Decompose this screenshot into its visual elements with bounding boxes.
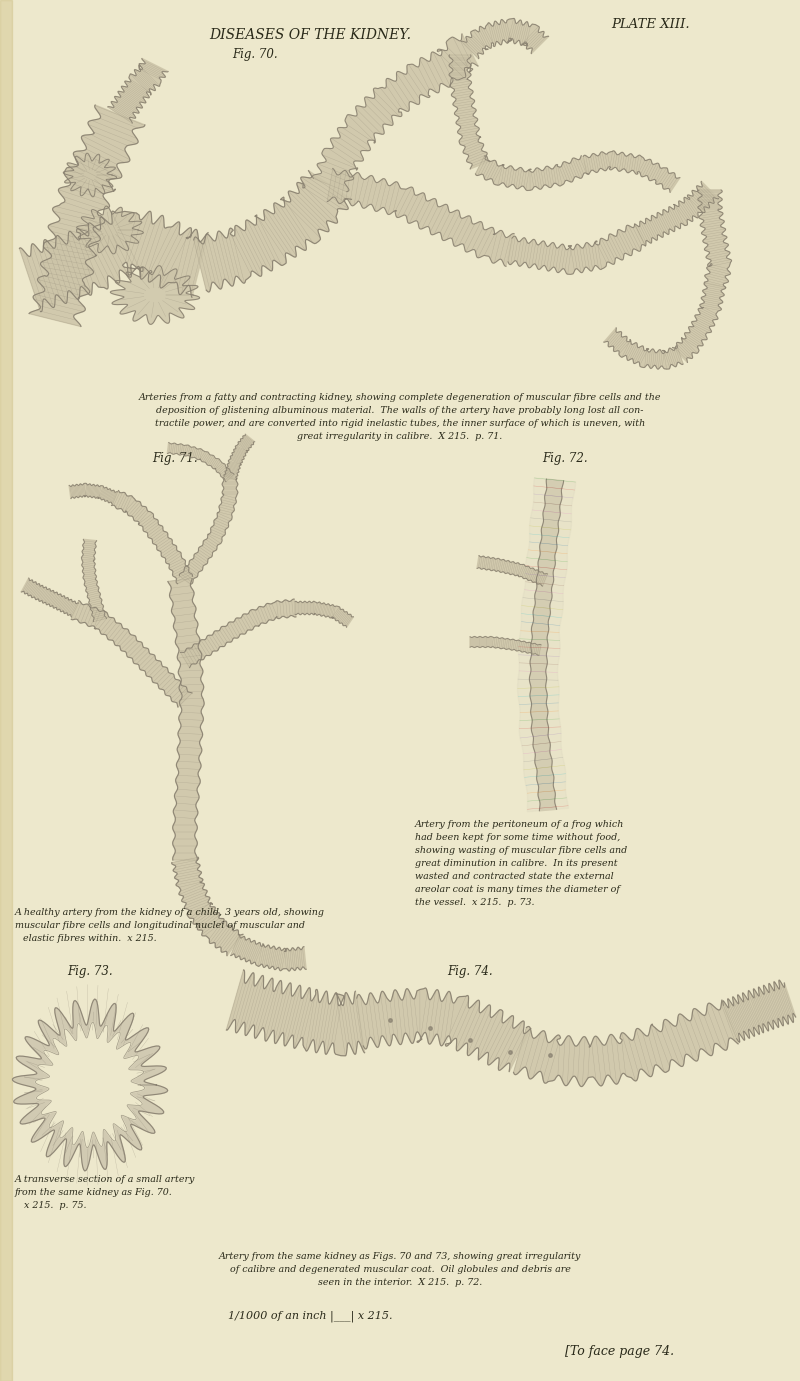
Polygon shape xyxy=(179,478,238,584)
Polygon shape xyxy=(194,171,351,291)
Polygon shape xyxy=(29,105,145,326)
Text: areolar coat is many times the diameter of: areolar coat is many times the diameter … xyxy=(415,885,620,894)
Polygon shape xyxy=(77,206,143,254)
Polygon shape xyxy=(71,601,192,707)
Polygon shape xyxy=(22,579,78,617)
Text: Fig. 74.: Fig. 74. xyxy=(447,965,493,978)
Polygon shape xyxy=(111,490,193,584)
Polygon shape xyxy=(518,478,575,812)
Text: Fig. 71.: Fig. 71. xyxy=(152,452,198,465)
Text: [To face page 74.: [To face page 74. xyxy=(566,1345,674,1358)
Polygon shape xyxy=(13,998,168,1171)
Polygon shape xyxy=(108,58,168,123)
Polygon shape xyxy=(313,35,478,192)
Polygon shape xyxy=(69,483,118,504)
Text: A healthy artery from the kidney of a child, 3 years old, showing: A healthy artery from the kidney of a ch… xyxy=(15,907,325,917)
Polygon shape xyxy=(462,18,549,58)
Bar xyxy=(0,0,12,1381)
Text: the vessel.  x 215.  p. 73.: the vessel. x 215. p. 73. xyxy=(415,898,534,907)
Polygon shape xyxy=(226,969,365,1056)
Text: Fig. 70.: Fig. 70. xyxy=(232,48,278,61)
Polygon shape xyxy=(181,599,296,667)
Text: of calibre and degenerated muscular coat.  Oil globules and debris are: of calibre and degenerated muscular coat… xyxy=(230,1265,570,1275)
Text: Arteries from a fatty and contracting kidney, showing complete degeneration of m: Arteries from a fatty and contracting ki… xyxy=(138,394,662,402)
Text: Artery from the peritoneum of a frog which: Artery from the peritoneum of a frog whi… xyxy=(415,820,624,829)
Text: tractile power, and are converted into rigid inelastic tubes, the inner surface : tractile power, and are converted into r… xyxy=(155,418,645,428)
Text: 1/1000 of an inch |___| x 215.: 1/1000 of an inch |___| x 215. xyxy=(228,1311,392,1322)
Polygon shape xyxy=(295,601,354,627)
Text: Artery from the same kidney as Figs. 70 and 73, showing great irregularity: Artery from the same kidney as Figs. 70 … xyxy=(219,1253,581,1261)
Polygon shape xyxy=(168,579,204,860)
Polygon shape xyxy=(634,181,718,246)
Text: great diminution in calibre.  In its present: great diminution in calibre. In its pres… xyxy=(415,859,618,869)
Polygon shape xyxy=(449,55,490,168)
Polygon shape xyxy=(470,637,541,655)
Text: showing wasting of muscular fibre cells and: showing wasting of muscular fibre cells … xyxy=(415,847,627,855)
Text: seen in the interior.  X 215.  p. 72.: seen in the interior. X 215. p. 72. xyxy=(318,1277,482,1287)
Polygon shape xyxy=(698,191,731,287)
Polygon shape xyxy=(477,555,547,586)
Polygon shape xyxy=(82,540,106,621)
Polygon shape xyxy=(172,858,243,956)
Text: Fig. 73.: Fig. 73. xyxy=(67,965,113,978)
Polygon shape xyxy=(722,981,796,1043)
Polygon shape xyxy=(19,211,208,312)
Polygon shape xyxy=(583,151,680,192)
Polygon shape xyxy=(530,479,563,811)
Polygon shape xyxy=(35,1022,145,1148)
Text: PLATE XIII.: PLATE XIII. xyxy=(611,18,690,30)
Polygon shape xyxy=(508,224,646,275)
Polygon shape xyxy=(357,987,530,1072)
Polygon shape xyxy=(604,327,683,369)
Text: elastic fibres within.  x 215.: elastic fibres within. x 215. xyxy=(23,934,157,943)
Polygon shape xyxy=(514,1000,738,1087)
Text: deposition of glistening albuminous material.  The walls of the artery have prob: deposition of glistening albuminous mate… xyxy=(156,406,644,416)
Text: from the same kidney as Fig. 70.: from the same kidney as Fig. 70. xyxy=(15,1188,173,1197)
Polygon shape xyxy=(230,935,306,971)
Polygon shape xyxy=(63,153,117,197)
Polygon shape xyxy=(110,265,200,325)
Polygon shape xyxy=(224,434,254,479)
Text: A transverse section of a small artery: A transverse section of a small artery xyxy=(15,1175,195,1184)
Text: Fig. 72.: Fig. 72. xyxy=(542,452,588,465)
Polygon shape xyxy=(475,156,589,191)
Text: muscular fibre cells and longitudinal nuclei of muscular and: muscular fibre cells and longitudinal nu… xyxy=(15,921,305,929)
Text: had been kept for some time without food,: had been kept for some time without food… xyxy=(415,833,620,842)
Polygon shape xyxy=(167,442,234,482)
Text: x 215.  p. 75.: x 215. p. 75. xyxy=(24,1201,86,1210)
Polygon shape xyxy=(673,283,726,362)
Text: DISEASES OF THE KIDNEY.: DISEASES OF THE KIDNEY. xyxy=(209,28,411,41)
Text: wasted and contracted state the external: wasted and contracted state the external xyxy=(415,871,614,881)
Text: great irregularity in calibre.  X 215.  p. 71.: great irregularity in calibre. X 215. p.… xyxy=(298,432,502,441)
Polygon shape xyxy=(327,168,514,267)
